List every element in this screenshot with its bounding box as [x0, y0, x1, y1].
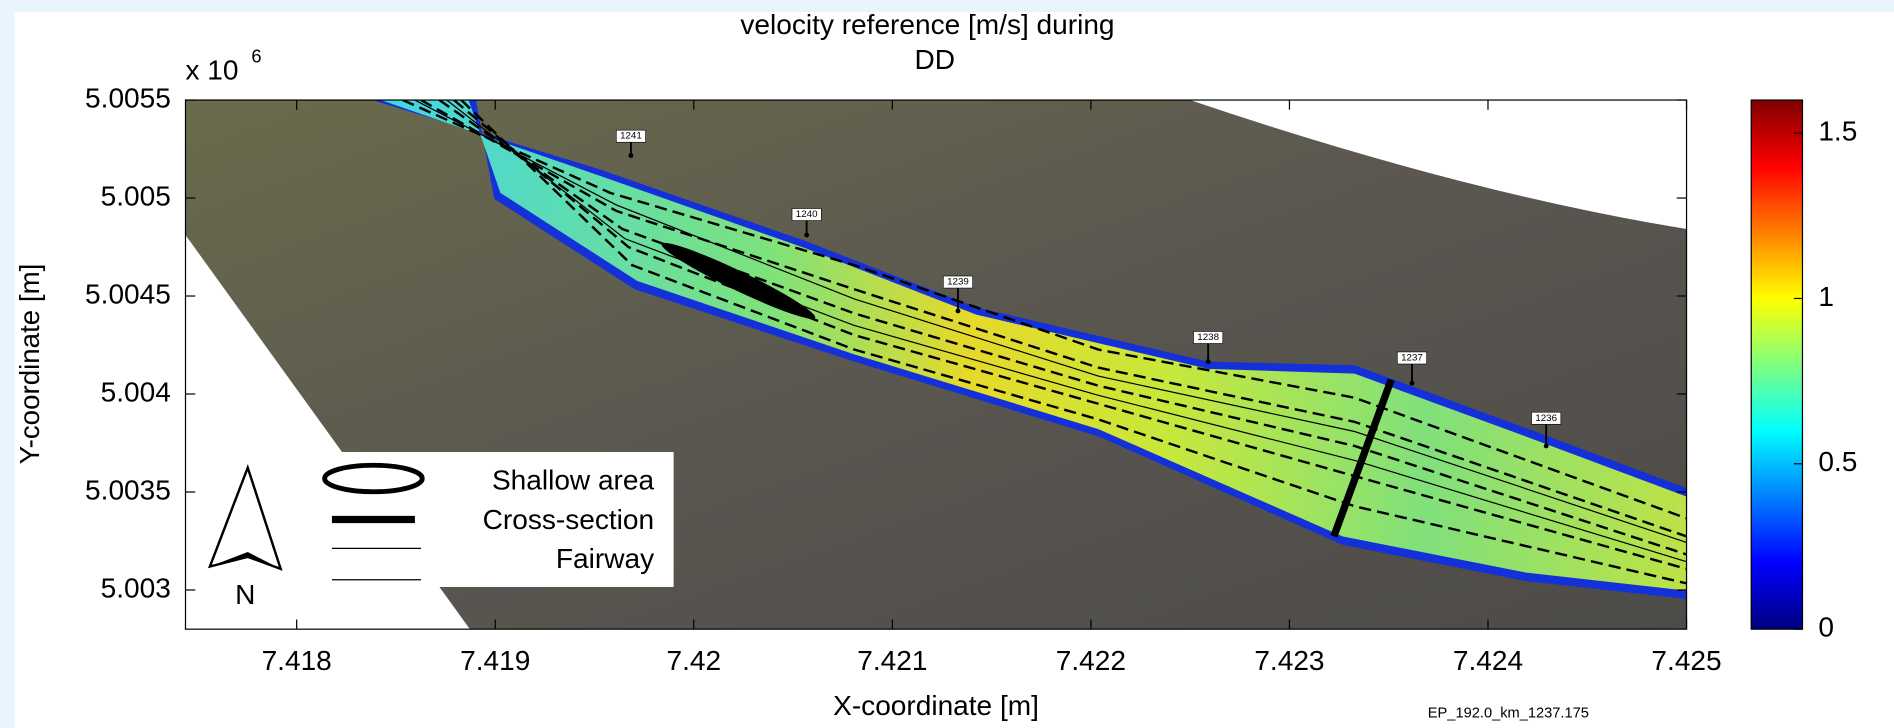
- fairway: [414, 100, 1687, 563]
- x-tick-label: 7.418: [262, 645, 332, 676]
- km-box: [1397, 351, 1427, 365]
- colorbar-tick-label: 1: [1818, 281, 1834, 312]
- km-label: 1238: [1197, 332, 1219, 343]
- chart-title: DD: [915, 44, 956, 75]
- no-data-area: [1189, 100, 1687, 230]
- km-box: [1193, 331, 1224, 344]
- km-box: [1531, 411, 1562, 425]
- colorbar: [1750, 99, 1804, 630]
- legend-symbol: [322, 462, 425, 495]
- x-tick-label: 7.422: [1056, 645, 1126, 676]
- y-tick-label: 5.0045: [85, 278, 171, 309]
- north-arrow: N: [207, 464, 283, 610]
- cross-section: [1330, 378, 1395, 538]
- km-box: [615, 129, 646, 143]
- km-label: 1236: [1535, 413, 1557, 424]
- y-tick-label: 5.005: [101, 181, 171, 212]
- km-pin-head: [1543, 443, 1549, 449]
- legend: Shallow area Cross-section Fairway: [311, 451, 674, 587]
- km-pin-head: [1409, 380, 1415, 386]
- y-tick-label: 5.0035: [85, 474, 171, 505]
- km-label: 1241: [620, 131, 642, 142]
- km-pin-head: [955, 308, 961, 314]
- x-tick-label: 7.421: [857, 645, 927, 676]
- km-label: 1237: [1401, 353, 1423, 364]
- km-box: [791, 208, 822, 221]
- km-label: 1239: [947, 277, 969, 288]
- shallow-area: [661, 242, 816, 319]
- north-label: N: [235, 579, 255, 610]
- km-markers: 1241 1240 1239 1238 1237 1236: [615, 129, 1562, 449]
- y-multiplier: x 10: [185, 55, 238, 86]
- legend-label: Cross-section: [483, 504, 654, 535]
- y-tick-label: 5.003: [101, 572, 171, 603]
- km-pin-head: [804, 232, 810, 238]
- y-axis-label: Y-coordinate [m]: [14, 264, 45, 465]
- y-multiplier-exponent: 6: [251, 47, 261, 67]
- x-tick-label: 7.423: [1254, 645, 1324, 676]
- km-label: 1240: [796, 209, 818, 220]
- legend-label: Fairway: [556, 543, 654, 574]
- plot-frame: [184, 99, 1688, 630]
- chart-title: velocity reference [m/s] during: [740, 9, 1114, 40]
- km-pin-head: [1205, 359, 1211, 364]
- flow-vectors: [402, 100, 1687, 585]
- x-tick-label: 7.42: [666, 645, 721, 676]
- colorbar-tick-label: 0: [1818, 612, 1834, 643]
- x-tick-label: 7.419: [460, 645, 530, 676]
- legend-label: Shallow area: [492, 465, 655, 496]
- footnote: EP_192.0_km_1237.175: [1428, 705, 1589, 721]
- km-box: [943, 275, 973, 289]
- y-tick-label: 5.004: [101, 376, 171, 407]
- y-tick-label: 5.0055: [85, 83, 171, 114]
- x-axis-label: X-coordinate [m]: [833, 690, 1039, 721]
- x-tick-label: 7.424: [1453, 645, 1523, 676]
- x-tick-label: 7.425: [1651, 645, 1721, 676]
- colorbar-tick-label: 0.5: [1818, 446, 1857, 477]
- km-pin-head: [628, 153, 634, 158]
- colorbar-tick-label: 1.5: [1818, 116, 1857, 147]
